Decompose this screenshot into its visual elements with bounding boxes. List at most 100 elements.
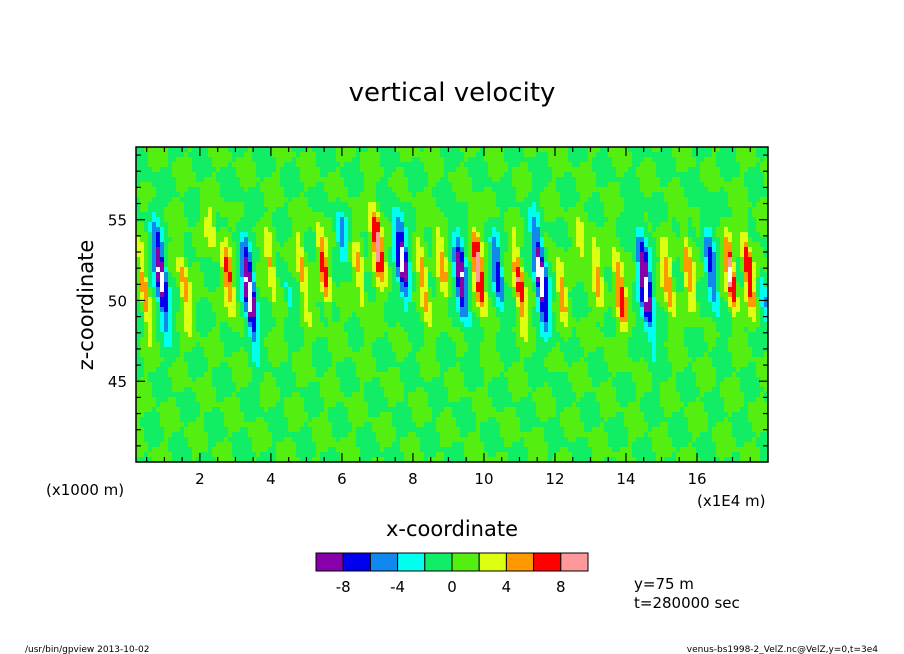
contour-cell: [336, 432, 341, 438]
contour-cell: [332, 447, 337, 453]
contour-cell: [344, 182, 349, 188]
contour-cell: [212, 267, 217, 273]
contour-cell: [360, 157, 365, 163]
contour-cell: [164, 262, 169, 268]
contour-cell: [256, 217, 261, 223]
contour-cell: [444, 247, 449, 253]
contour-cell: [320, 392, 325, 398]
contour-cell: [144, 232, 149, 238]
contour-cell: [348, 327, 353, 333]
contour-cell: [348, 202, 353, 208]
contour-cell: [208, 357, 213, 363]
contour-cell: [212, 317, 217, 323]
contour-cell: [228, 237, 233, 243]
contour-cell: [264, 427, 269, 433]
contour-cell: [372, 422, 377, 428]
contour-cell: [136, 212, 141, 218]
contour-cell: [384, 327, 389, 333]
contour-cell: [424, 267, 429, 273]
contour-cell: [388, 352, 393, 358]
contour-cell: [380, 322, 385, 328]
contour-cell: [192, 402, 197, 408]
contour-cell: [280, 187, 285, 193]
contour-cell: [304, 372, 309, 378]
contour-cell: [336, 262, 341, 268]
contour-cell: [384, 417, 389, 423]
contour-cell: [184, 192, 189, 198]
contour-cell: [320, 382, 325, 388]
contour-cell: [232, 447, 237, 453]
contour-cell: [184, 382, 189, 388]
contour-cell: [260, 237, 265, 243]
contour-cell: [168, 202, 173, 208]
contour-cell: [388, 392, 393, 398]
contour-cell: [232, 282, 237, 288]
contour-cell: [200, 157, 205, 163]
contour-cell: [352, 162, 357, 168]
contour-cell: [164, 337, 169, 343]
contour-cell: [224, 402, 229, 408]
contour-cell: [216, 267, 221, 273]
contour-cell: [320, 312, 325, 318]
contour-cell: [332, 382, 337, 388]
contour-cell: [148, 407, 153, 413]
contour-cell: [400, 222, 405, 228]
contour-cell: [372, 322, 377, 328]
contour-cell: [264, 437, 269, 443]
contour-cell: [352, 287, 357, 293]
contour-cell: [228, 312, 233, 318]
contour-cell: [324, 162, 329, 168]
contour-cell: [348, 167, 353, 173]
contour-cell: [388, 347, 393, 353]
contour-cell: [404, 382, 409, 388]
contour-cell: [364, 307, 369, 313]
contour-cell: [320, 442, 325, 448]
contour-cell: [364, 222, 369, 228]
contour-cell: [148, 172, 153, 178]
contour-cell: [232, 157, 237, 163]
contour-cell: [428, 332, 433, 338]
contour-cell: [328, 257, 333, 263]
contour-cell: [300, 382, 305, 388]
contour-cell: [408, 317, 413, 323]
contour-cell: [440, 402, 445, 408]
contour-cell: [252, 297, 257, 303]
contour-cell: [328, 272, 333, 278]
contour-cell: [412, 147, 417, 153]
contour-cell: [328, 452, 333, 458]
contour-cell: [428, 267, 433, 273]
contour-cell: [192, 162, 197, 168]
contour-cell: [364, 402, 369, 408]
contour-cell: [240, 452, 245, 458]
contour-cell: [180, 322, 185, 328]
contour-cell: [248, 352, 253, 358]
contour-cell: [336, 212, 341, 218]
contour-cell: [196, 387, 201, 393]
contour-cell: [404, 352, 409, 358]
contour-cell: [204, 247, 209, 253]
contour-cell: [388, 402, 393, 408]
contour-cell: [336, 227, 341, 233]
contour-cell: [152, 312, 157, 318]
contour-cell: [180, 422, 185, 428]
contour-cell: [372, 147, 377, 153]
contour-cell: [240, 232, 245, 238]
contour-cell: [228, 342, 233, 348]
contour-cell: [368, 242, 373, 248]
contour-cell: [204, 257, 209, 263]
contour-cell: [252, 262, 257, 268]
contour-cell: [208, 457, 213, 462]
contour-cell: [136, 367, 141, 373]
contour-cell: [336, 277, 341, 283]
contour-cell: [448, 287, 453, 293]
contour-cell: [304, 167, 309, 173]
contour-cell: [436, 372, 441, 378]
contour-cell: [308, 207, 313, 213]
contour-cell: [396, 222, 401, 228]
contour-cell: [328, 337, 333, 343]
contour-cell: [292, 362, 297, 368]
contour-cell: [176, 317, 181, 323]
contour-cell: [372, 257, 377, 263]
contour-cell: [396, 197, 401, 203]
contour-cell: [160, 442, 165, 448]
